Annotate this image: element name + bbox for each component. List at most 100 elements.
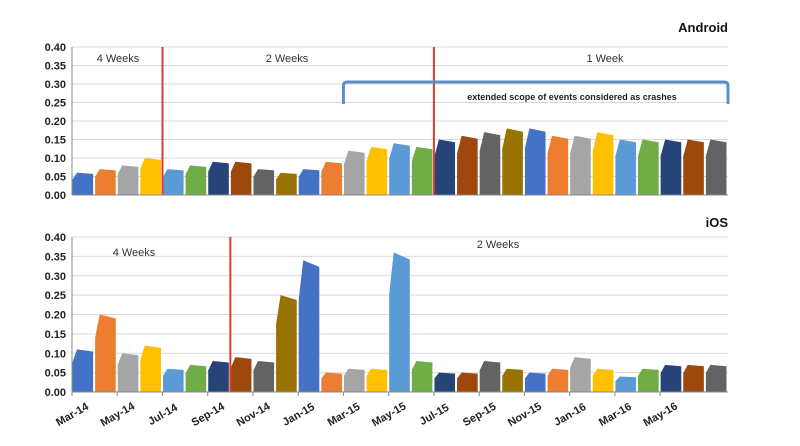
release-segment [298, 260, 320, 392]
x-tick-label: Mar-16 [597, 401, 634, 429]
ios-x-ticks: Mar-14 May-14 Jul-14 Sep-14 Nov-14 Jan-15 Mar-… [54, 392, 680, 429]
release-segment [638, 139, 659, 195]
release-segment [117, 165, 139, 195]
y-tick-label: 0.30 [45, 271, 66, 283]
release-segment [230, 357, 252, 392]
android-period-label: 4 Weeks [97, 53, 140, 65]
android-period-label: 1 Week [586, 53, 624, 65]
y-tick-label: 0.05 [45, 172, 66, 184]
release-segment [321, 161, 342, 195]
release-segment [660, 139, 682, 195]
y-tick-label: 0.40 [45, 232, 66, 244]
ios-title: iOS [706, 215, 729, 230]
x-tick-label: Nov-15 [506, 400, 544, 429]
y-tick-label: 0.20 [45, 310, 66, 322]
release-segment [705, 364, 727, 392]
y-tick-label: 0.15 [45, 135, 66, 147]
y-tick-label: 0.40 [45, 42, 66, 54]
android-grid [72, 46, 728, 177]
release-segment [276, 172, 297, 195]
y-tick-label: 0.00 [45, 190, 66, 202]
release-segment [547, 368, 569, 392]
release-segment [389, 252, 410, 392]
ios-period-label: 2 Weeks [477, 239, 520, 251]
ios-series [72, 252, 727, 392]
release-segment [208, 361, 229, 392]
release-segment [592, 132, 614, 195]
release-segment [185, 165, 207, 195]
x-tick-label: Jul-14 [146, 401, 180, 428]
release-segment [683, 139, 704, 195]
release-segment [434, 372, 456, 392]
x-tick-label: Sep-14 [190, 400, 228, 429]
x-tick-label: Jul-15 [418, 402, 452, 428]
release-segment [253, 361, 275, 392]
release-segment [457, 135, 478, 195]
y-tick-label: 0.25 [45, 290, 66, 302]
release-segment [366, 368, 388, 392]
release-segment [95, 314, 116, 392]
y-tick-label: 0.35 [45, 61, 66, 73]
y-tick-label: 0.00 [45, 387, 66, 399]
x-tick-label: May-14 [99, 400, 138, 429]
x-tick-label: May-16 [641, 400, 679, 429]
y-tick-label: 0.25 [45, 98, 66, 110]
android-period-dividers [161, 47, 435, 195]
x-tick-label: Nov-14 [235, 400, 274, 429]
x-tick-label: Mar-14 [54, 400, 91, 429]
x-tick-label: Sep-15 [461, 401, 498, 429]
release-segment [524, 372, 546, 392]
release-segment [389, 143, 410, 195]
release-segment [72, 172, 94, 195]
release-segment [683, 364, 704, 392]
release-segment [411, 361, 433, 392]
release-segment [615, 139, 637, 195]
release-segment [411, 146, 433, 195]
y-tick-label: 0.10 [45, 153, 66, 165]
release-segment [479, 132, 501, 195]
android-scope-bracket [341, 80, 730, 104]
release-segment [479, 361, 501, 392]
release-segment [298, 169, 320, 195]
release-segment [570, 357, 591, 392]
release-segment [705, 139, 727, 195]
ios-y-ticks: 0.00 0.05 0.10 0.15 0.20 0.25 0.30 0.35 0.40 [45, 232, 66, 399]
y-tick-label: 0.35 [45, 251, 66, 263]
android-panel: Android 0.00 0.05 0.10 0.15 0.20 0.25 0.30 0.35… [45, 20, 730, 202]
release-segment [321, 372, 342, 392]
release-segment [502, 128, 523, 195]
android-y-ticks: 0.00 0.05 0.10 0.15 0.20 0.25 0.30 0.35 0.40 [45, 42, 66, 202]
release-segment [343, 368, 365, 392]
x-tick-label: Mar-15 [326, 401, 363, 429]
y-tick-label: 0.20 [45, 116, 66, 128]
android-title: Android [678, 20, 728, 35]
release-segment [276, 295, 297, 392]
android-period-label: 2 Weeks [266, 53, 309, 65]
release-segment [366, 146, 388, 195]
release-segment [547, 135, 569, 195]
release-segment [343, 150, 365, 195]
release-segment [592, 368, 614, 392]
release-segment [162, 169, 184, 195]
android-annotation: extended scope of events considered as c… [467, 92, 677, 102]
ios-period-label: 4 Weeks [113, 247, 156, 259]
release-segment [140, 158, 161, 195]
release-segment [638, 368, 659, 392]
android-series [72, 128, 727, 195]
y-tick-label: 0.10 [45, 348, 66, 360]
release-segment [230, 161, 252, 195]
release-segment [434, 139, 456, 195]
release-segment [253, 169, 275, 195]
release-segment [95, 169, 116, 195]
release-segment [524, 128, 546, 195]
y-tick-label: 0.05 [45, 368, 66, 380]
release-segment [660, 364, 682, 392]
release-segment [570, 135, 591, 195]
release-segment [72, 349, 94, 392]
release-segment [117, 353, 139, 392]
x-tick-label: Jan-16 [552, 401, 588, 429]
release-segment [140, 345, 161, 392]
y-tick-label: 0.15 [45, 329, 66, 341]
x-tick-label: May-15 [370, 400, 408, 429]
